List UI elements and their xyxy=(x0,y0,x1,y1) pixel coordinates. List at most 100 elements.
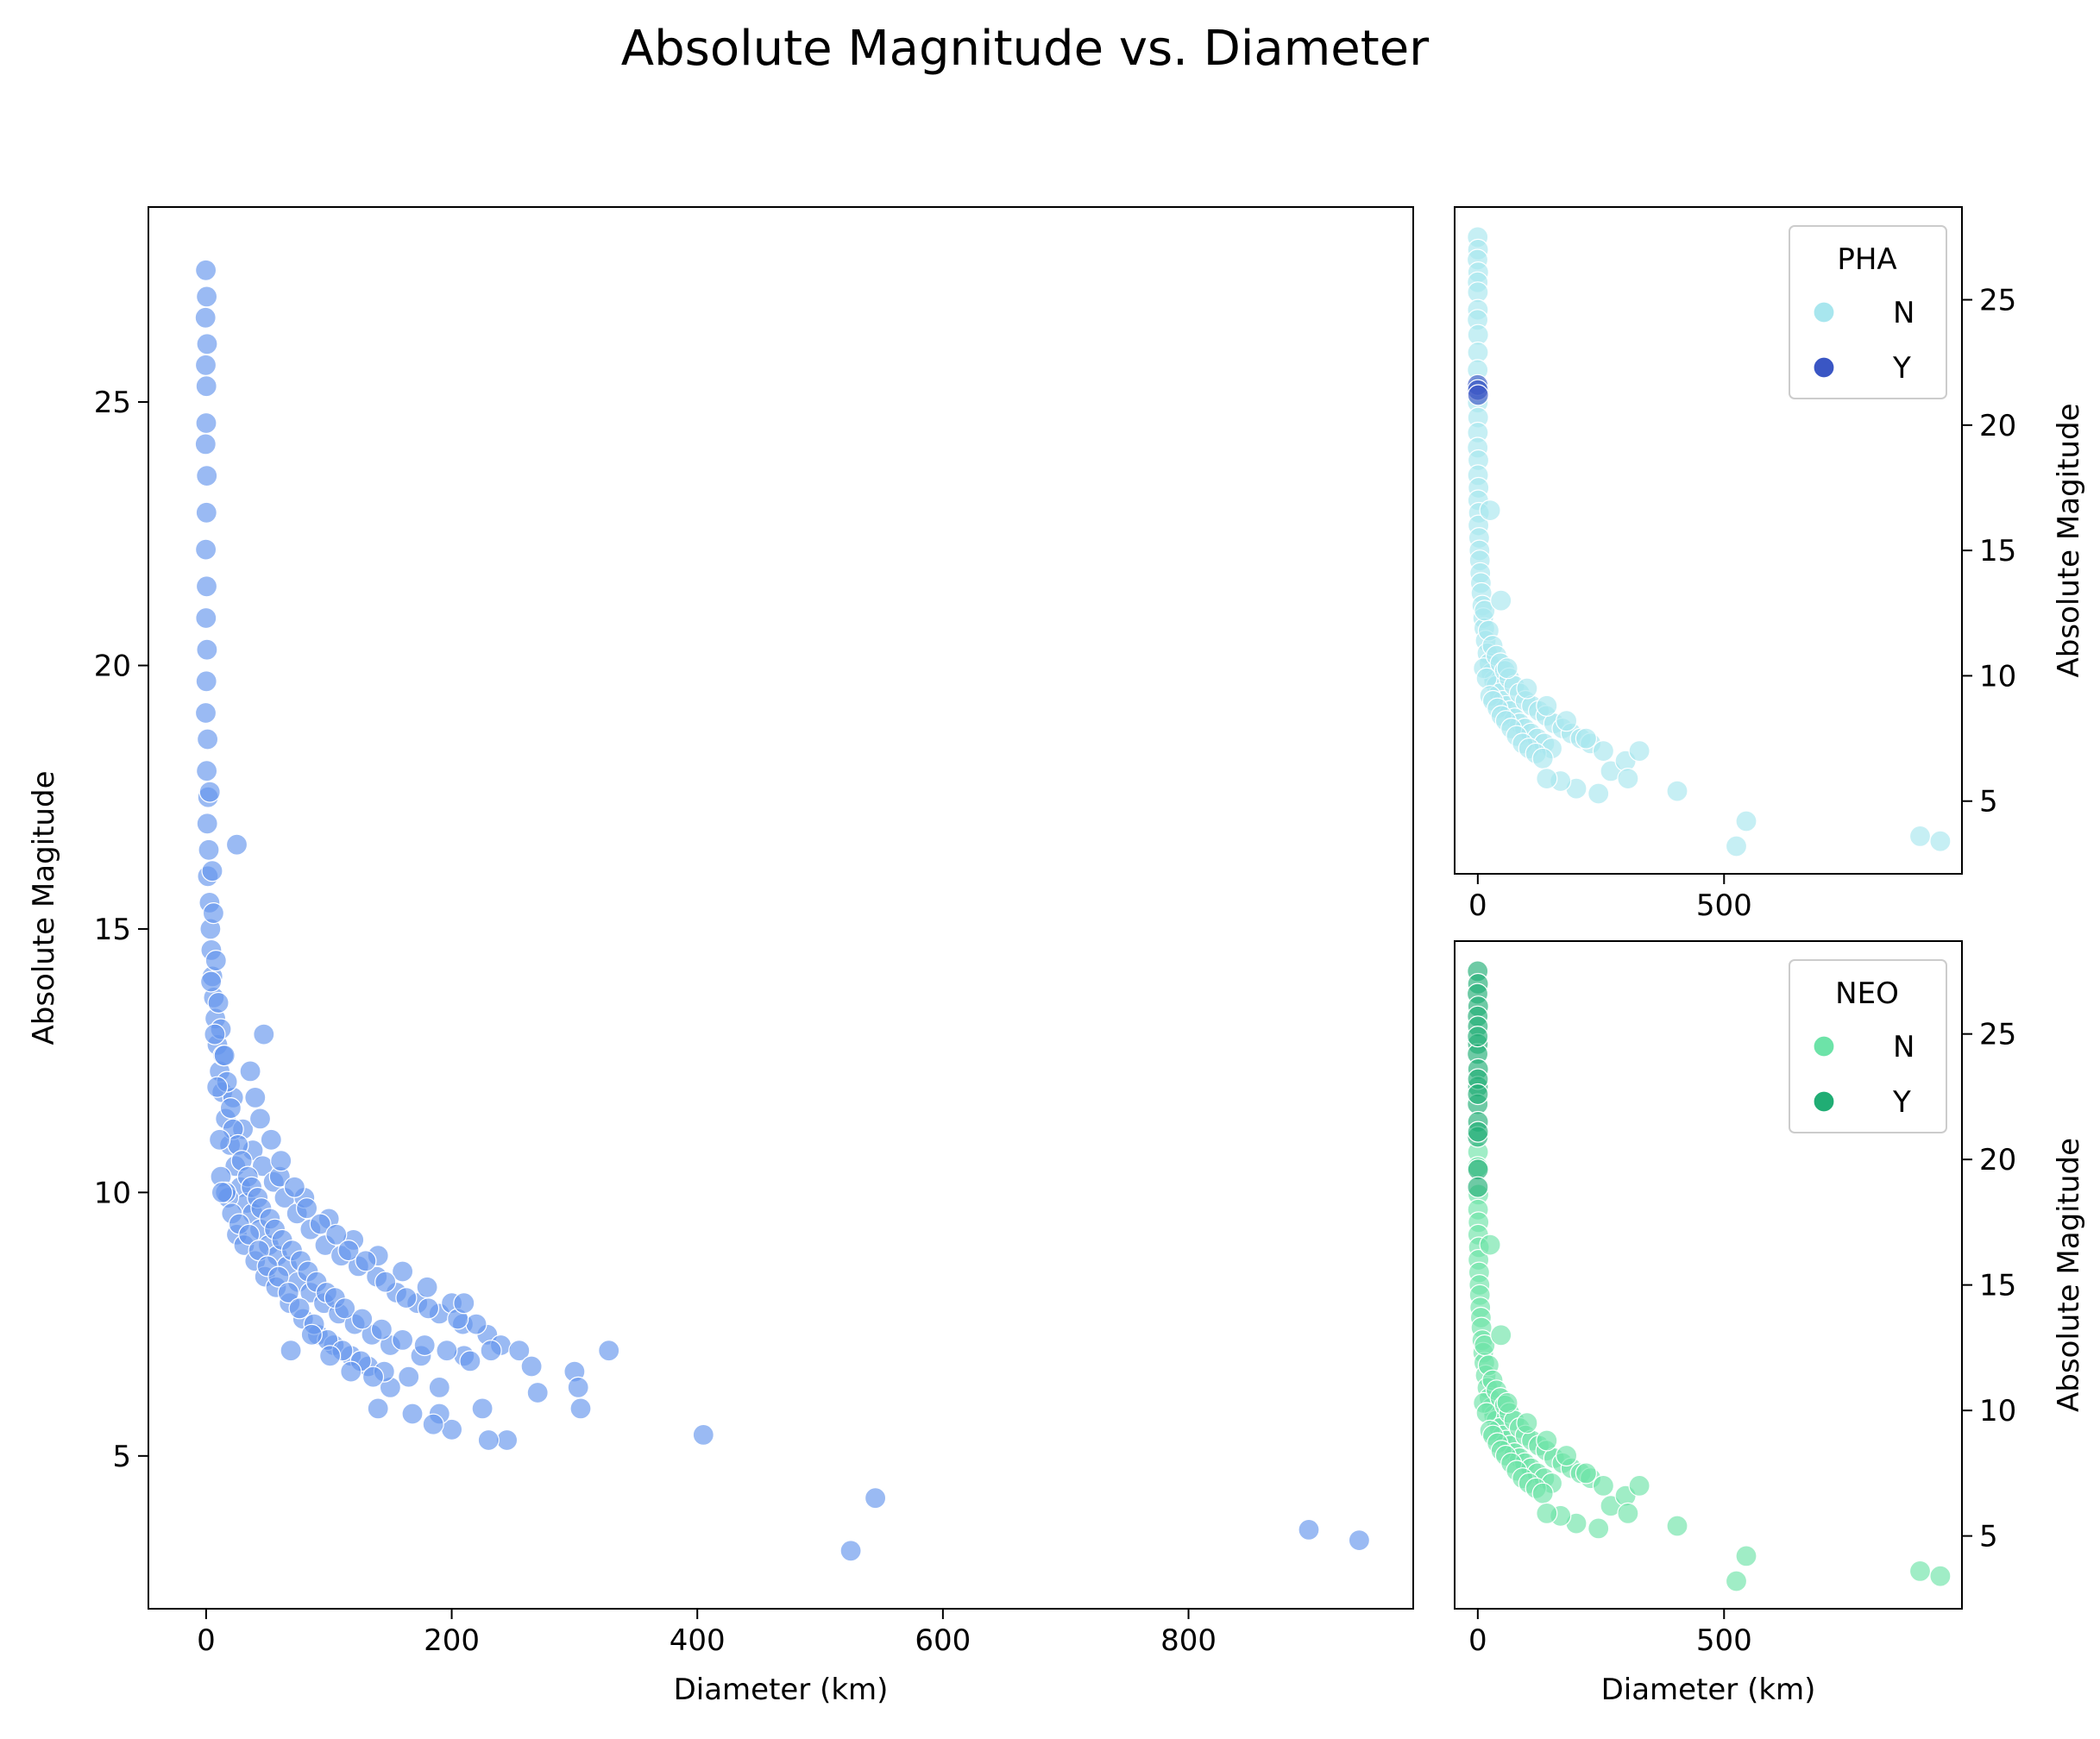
main-point xyxy=(238,1223,261,1246)
pha-point xyxy=(1617,767,1639,790)
neo-point xyxy=(1467,1176,1489,1198)
main-x-tick-label: 0 xyxy=(197,1623,216,1658)
main-point xyxy=(196,333,218,355)
main-point xyxy=(283,1176,305,1198)
main-point xyxy=(428,1376,450,1399)
neo-y-axis-label: Absolute Magitude xyxy=(2052,1138,2086,1412)
main-x-axis-label: Diameter (km) xyxy=(674,1673,889,1707)
main-point xyxy=(692,1423,714,1447)
pha-point xyxy=(1490,589,1512,612)
pha-point xyxy=(1588,782,1610,805)
main-point xyxy=(839,1540,862,1562)
main-y-tick-label: 5 xyxy=(112,1440,131,1474)
main-point xyxy=(244,1086,267,1109)
neo-point xyxy=(1908,1560,1932,1583)
main-point xyxy=(202,901,224,925)
pha-point xyxy=(1555,710,1578,732)
neo-point xyxy=(1516,1412,1538,1435)
neo-legend-label-y: Y xyxy=(1892,1085,1911,1120)
neo-point xyxy=(1467,1083,1489,1106)
neo-point xyxy=(1628,1474,1650,1497)
main-point xyxy=(196,760,218,782)
main-point xyxy=(200,970,223,993)
neo-point xyxy=(1725,1570,1748,1592)
main-point xyxy=(213,1044,236,1067)
main-point xyxy=(248,1108,272,1130)
pha-y-tick-label: 5 xyxy=(1979,785,1998,819)
main-y-axis-label: Absolute Magitude xyxy=(27,771,61,1045)
pha-point xyxy=(1467,384,1489,406)
main-point xyxy=(196,638,218,661)
main-point xyxy=(198,838,220,861)
main-point xyxy=(436,1340,458,1362)
neo-y-ticks: 5 10 15 20 25 xyxy=(1962,1018,2016,1554)
main-point xyxy=(260,1128,282,1151)
main-point xyxy=(196,464,218,487)
pha-point xyxy=(1536,767,1558,790)
main-point xyxy=(395,1286,418,1309)
neo-legend: NEO N Y xyxy=(1789,959,1947,1133)
main-point xyxy=(195,501,217,524)
main-point xyxy=(453,1292,475,1315)
pha-point xyxy=(1628,739,1650,763)
main-point xyxy=(267,1265,290,1288)
main-scatter-points xyxy=(194,259,1371,1562)
main-point xyxy=(197,728,219,750)
pha-legend-label-n: N xyxy=(1893,296,1915,330)
main-point xyxy=(508,1340,531,1362)
pha-legend-title: PHA xyxy=(1837,242,1896,277)
main-point xyxy=(526,1381,549,1404)
pha-x-tick-label: 500 xyxy=(1696,888,1752,923)
main-y-tick-label: 15 xyxy=(94,913,131,947)
pha-point xyxy=(1516,677,1538,700)
pha-legend-box xyxy=(1789,225,1947,399)
main-y-tick-label: 20 xyxy=(94,649,131,683)
main-x-tick-label: 400 xyxy=(670,1623,726,1658)
pha-legend-marker-y xyxy=(1813,356,1835,379)
main-point xyxy=(225,833,248,856)
pha-point xyxy=(1496,657,1518,680)
main-point xyxy=(195,259,217,281)
pha-scatter-panel: 0 500 5 10 15 20 25 Absolute Magitude PHA N Y xyxy=(1454,206,2086,923)
main-point xyxy=(239,1060,261,1083)
main-point xyxy=(194,354,217,376)
neo-point xyxy=(1479,1234,1501,1256)
neo-scatter-panel: 0 500 5 10 15 20 25 Diameter (km) Absolute Ma… xyxy=(1454,940,2086,1707)
pha-point xyxy=(1592,739,1615,763)
main-point xyxy=(319,1345,342,1367)
pha-legend-marker-n xyxy=(1813,301,1835,323)
main-point xyxy=(219,1096,242,1120)
main-x-ticks: 0 200 400 600 800 xyxy=(197,1609,1217,1658)
main-point xyxy=(204,949,227,972)
main-point xyxy=(351,1308,374,1330)
pha-scatter-points xyxy=(1466,226,1952,857)
main-point xyxy=(194,701,217,725)
main-point xyxy=(253,1023,275,1045)
pha-point xyxy=(1666,780,1688,802)
pha-y-axis-label: Absolute Magitude xyxy=(2052,404,2086,678)
main-point xyxy=(477,1428,500,1452)
neo-point xyxy=(1666,1515,1688,1537)
neo-x-tick-label: 0 xyxy=(1468,1623,1487,1658)
main-point xyxy=(567,1376,589,1399)
main-point xyxy=(367,1397,389,1420)
pha-point xyxy=(1908,825,1932,848)
main-point xyxy=(325,1223,348,1246)
neo-x-tick-label: 500 xyxy=(1696,1623,1752,1658)
neo-point xyxy=(1536,1502,1558,1525)
main-point xyxy=(207,991,229,1014)
neo-scatter-points xyxy=(1466,960,1952,1592)
neo-axes-frame xyxy=(1454,940,1963,1610)
pha-point xyxy=(1479,499,1501,522)
main-point xyxy=(569,1397,592,1420)
main-point xyxy=(864,1487,887,1510)
neo-point xyxy=(1490,1324,1512,1347)
main-point xyxy=(465,1313,487,1335)
main-y-tick-label: 10 xyxy=(94,1176,131,1210)
main-point xyxy=(520,1355,543,1378)
neo-y-tick-label: 15 xyxy=(1979,1269,2016,1303)
main-point xyxy=(1298,1518,1320,1541)
main-axes-frame xyxy=(148,206,1414,1610)
main-point xyxy=(195,606,217,630)
main-x-tick-label: 200 xyxy=(424,1623,480,1658)
